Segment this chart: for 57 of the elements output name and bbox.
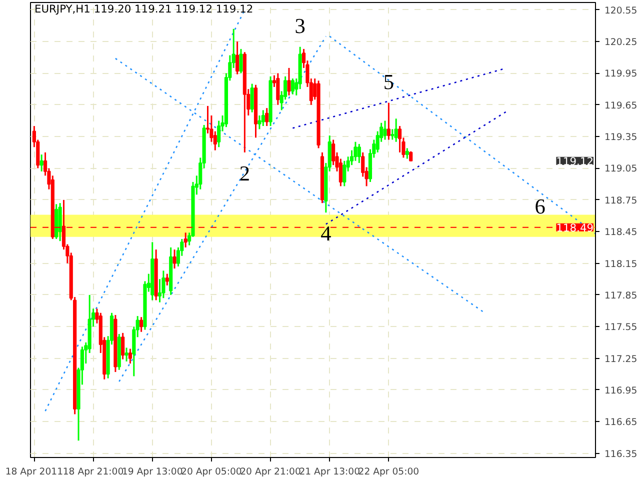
candlestick (405, 147, 409, 160)
candlestick (162, 270, 166, 299)
y-tick-label: 116.65 (604, 417, 638, 428)
y-tick-label: 116.95 (604, 385, 638, 396)
annotation: 6 (534, 194, 546, 218)
x-tick-label: 18 Apr 21:00 (62, 466, 124, 478)
candlestick (398, 125, 402, 154)
candlestick (265, 107, 269, 127)
candlestick (287, 67, 291, 96)
candlestick (217, 120, 221, 148)
y-tick-label: 118.45 (604, 227, 638, 238)
candlestick (394, 118, 398, 143)
candlestick (290, 78, 294, 96)
candlestick (386, 102, 390, 140)
annotation: 2 (239, 161, 250, 186)
candlestick (390, 128, 394, 140)
ref-line-label: 118.49 (556, 221, 594, 234)
y-tick-label: 116.35 (604, 448, 638, 460)
candlestick (383, 120, 387, 140)
x-tick-label: 18 Apr 2011 (5, 466, 64, 478)
y-tick-label: 119.05 (604, 164, 638, 175)
y-tick-label: 119.35 (604, 132, 638, 144)
candlestick (184, 232, 188, 248)
candlestick (124, 346, 128, 362)
candlestick (40, 154, 44, 172)
y-tick-label: 117.55 (604, 322, 638, 334)
y-tick-label: 117.85 (604, 290, 638, 302)
annotation: 3 (294, 14, 306, 38)
x-tick-label: 22 Apr 05:00 (358, 466, 420, 478)
candlestick (354, 141, 358, 162)
annotation: 5 (383, 70, 394, 94)
y-tick-label: 118.15 (604, 258, 638, 270)
candlestick (236, 40, 240, 76)
annotation: 119.12 (556, 154, 594, 168)
chart-title: EURJPY,H1 119.20 119.21 119.12 119.12 (34, 2, 254, 16)
y-tick-label: 119.95 (604, 68, 638, 80)
candlestick (172, 248, 176, 270)
x-tick-label: 19 Apr 13:00 (122, 466, 183, 478)
x-tick-label: 20 Apr 21:00 (240, 466, 302, 478)
y-tick-label: 119.65 (604, 100, 638, 112)
candlestick (128, 348, 132, 364)
y-tick-label: 117.25 (604, 354, 638, 365)
y-tick-label: 120.25 (604, 37, 638, 48)
candlestick (121, 332, 125, 360)
y-tick-label: 120.55 (604, 5, 638, 16)
y-tick-label: 118.75 (604, 195, 638, 206)
x-tick-label: 20 Apr 05:00 (181, 466, 242, 478)
candlestick (357, 143, 361, 164)
candlestick (250, 83, 254, 114)
x-tick-label: 21 Apr 13:00 (299, 466, 360, 478)
candlestick (409, 150, 413, 162)
candlestick (165, 273, 169, 286)
candlestick (261, 109, 265, 127)
candlestick (239, 48, 243, 74)
candlestick (276, 72, 280, 106)
candlestick (342, 160, 346, 187)
candlestick (139, 316, 144, 333)
